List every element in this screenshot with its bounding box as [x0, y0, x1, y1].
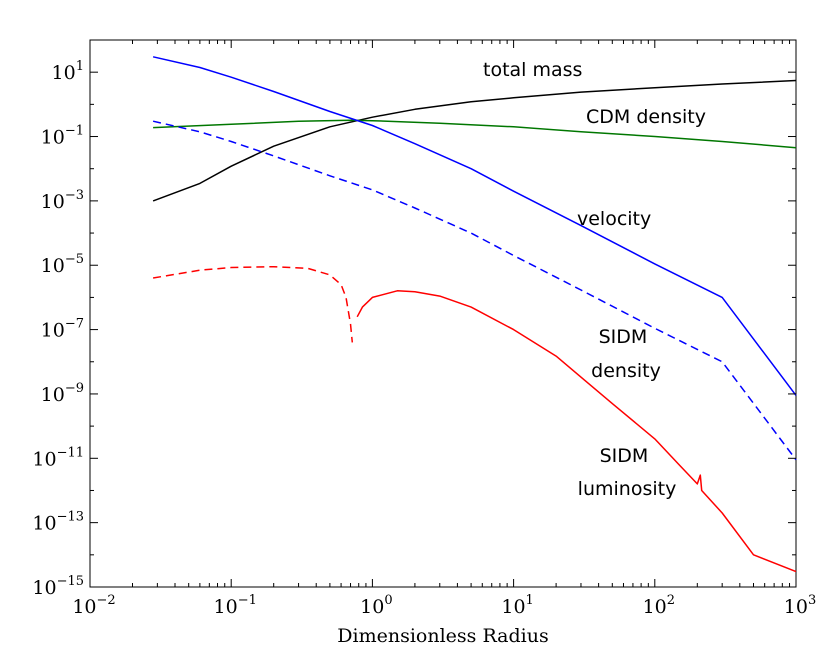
y-tick-label: 10−9 — [41, 381, 84, 406]
y-tick-label-exponent: 1 — [76, 59, 84, 74]
tick-label-layer: 10−2 10−1 100 101 102 10310110−110−310−510−71… — [32, 59, 816, 618]
x-tick-label-exponent: −1 — [238, 593, 257, 608]
series-layer — [152, 56, 797, 573]
series-line-total-mass — [152, 79, 797, 202]
y-tick-label-base: 10 — [32, 577, 56, 599]
series-line-cdm-density — [153, 119, 797, 149]
y-tick-label: 10−3 — [41, 188, 84, 213]
y-tick-label: 10−7 — [41, 317, 84, 342]
y-tick-label-exponent: −3 — [65, 188, 84, 203]
y-tick-label: 10−15 — [32, 574, 84, 599]
y-tick-label-exponent: −11 — [57, 445, 84, 460]
y-tick-label-base: 10 — [52, 62, 76, 84]
x-tick-label: 102 — [643, 593, 675, 618]
y-tick-label-exponent: −1 — [65, 124, 84, 139]
y-tick-label: 10−5 — [41, 252, 84, 277]
x-tick-label-exponent: 3 — [808, 593, 816, 608]
y-tick-label-exponent: −7 — [65, 317, 84, 332]
y-tick-label-base: 10 — [32, 448, 56, 470]
y-tick-label-base: 10 — [41, 384, 65, 406]
series-line-velocity-dashed — [152, 120, 797, 461]
y-tick-label: 10−11 — [32, 445, 84, 470]
y-tick-label-base: 10 — [32, 513, 56, 535]
annotation-sidm-luminosity-line2: luminosity — [578, 478, 677, 500]
x-tick-label: 10−1 — [214, 593, 257, 618]
x-tick-label-base: 10 — [501, 596, 525, 618]
y-tick-label-exponent: −9 — [65, 381, 84, 396]
x-tick-label: 101 — [501, 593, 533, 618]
y-tick-label: 10−1 — [41, 124, 84, 149]
x-tick-label: 103 — [784, 593, 816, 618]
series-line-velocity — [152, 56, 797, 396]
x-tick-label-base: 10 — [643, 596, 667, 618]
tick-layer — [89, 39, 797, 588]
x-tick-label-exponent: 1 — [526, 593, 534, 608]
annotation-sidm-density-line2: density — [591, 360, 661, 382]
series-line-sidm-luminosity — [356, 290, 797, 573]
annotation-sidm-luminosity-line1: SIDM — [600, 445, 649, 467]
y-tick-label: 101 — [52, 59, 84, 84]
y-tick-label-exponent: −13 — [57, 510, 84, 525]
annotation-total-mass: total mass — [483, 59, 582, 81]
y-tick-label-base: 10 — [41, 255, 65, 277]
annotation-sidm-luminosity: SIDM luminosity — [578, 445, 677, 500]
annotation-cdm-density: CDM density — [586, 106, 706, 128]
x-tick-label-base: 10 — [784, 596, 808, 618]
y-tick-label-base: 10 — [41, 320, 65, 342]
y-tick-label-exponent: −5 — [65, 252, 84, 267]
x-tick-label-base: 10 — [214, 596, 238, 618]
x-tick-label-exponent: 2 — [667, 593, 675, 608]
x-tick-label-exponent: −2 — [97, 593, 116, 608]
y-tick-label-base: 10 — [41, 191, 65, 213]
series-line-sidm-density — [152, 265, 354, 343]
annotation-sidm-density-line1: SIDM — [599, 326, 648, 348]
y-tick-label: 10−13 — [32, 510, 84, 535]
x-tick-label-base: 10 — [72, 596, 96, 618]
x-tick-label: 100 — [360, 593, 392, 618]
x-tick-label-exponent: 0 — [384, 593, 392, 608]
x-tick-label: 10−2 — [72, 593, 115, 618]
y-tick-label-exponent: −15 — [57, 574, 84, 589]
plot-frame — [89, 39, 797, 588]
annotation-sidm-density: SIDM density — [591, 326, 661, 382]
annotation-velocity: velocity — [577, 208, 651, 230]
x-axis-title: Dimensionless Radius — [337, 625, 548, 647]
y-tick-label-base: 10 — [41, 127, 65, 149]
x-tick-label-base: 10 — [360, 596, 384, 618]
